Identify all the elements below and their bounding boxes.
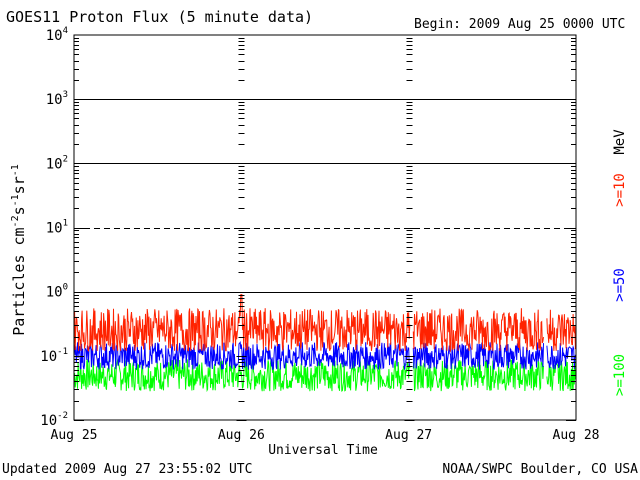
legend-unit: MeV xyxy=(612,129,628,155)
y-tick-label-3: 101 xyxy=(46,219,68,237)
y-tick-label-1: 10-1 xyxy=(40,347,68,365)
chart-title: GOES11 Proton Flux (5 minute data) xyxy=(6,8,313,26)
y-tick-label-0: 10-2 xyxy=(40,411,68,429)
x-tick-label-0: Aug 25 xyxy=(51,428,98,443)
y-tick-label-5: 103 xyxy=(46,90,68,108)
x-tick-label-2: Aug 27 xyxy=(385,428,432,443)
begin-time: Begin: 2009 Aug 25 0000 UTC xyxy=(414,17,625,32)
legend: MeV >=10 >=50 >=100 xyxy=(612,129,628,396)
y-axis-tick-labels: 10-2 10-1 100 101 102 103 104 xyxy=(40,26,68,429)
x-axis-tick-labels: Aug 25 Aug 26 Aug 27 Aug 28 xyxy=(51,428,600,443)
series-line-ge50 xyxy=(73,341,576,371)
y-axis-label: Particles cm-2s-1sr-1 xyxy=(10,164,28,336)
legend-ge50: >=50 xyxy=(612,268,628,302)
y-tick-label-6: 104 xyxy=(46,26,68,44)
legend-ge100: >=100 xyxy=(612,354,628,396)
svg-text:Particles cm-2s-1sr-1: Particles cm-2s-1sr-1 xyxy=(10,164,28,336)
updated-time: Updated 2009 Aug 27 23:55:02 UTC xyxy=(2,462,252,477)
plot-frame xyxy=(73,34,577,421)
x-axis-label: Universal Time xyxy=(268,443,378,458)
source-credit: NOAA/SWPC Boulder, CO USA xyxy=(442,462,638,477)
series-line-ge100 xyxy=(73,358,576,393)
series-line-ge10 xyxy=(73,294,576,353)
flux-series xyxy=(73,294,576,393)
y-tick-label-2: 100 xyxy=(46,283,68,301)
x-tick-label-3: Aug 28 xyxy=(553,428,600,443)
x-tick-label-1: Aug 26 xyxy=(218,428,265,443)
day-boundary-ticks xyxy=(236,38,415,421)
reference-lines xyxy=(74,99,576,293)
legend-ge10: >=10 xyxy=(612,173,628,207)
y-tick-label-4: 102 xyxy=(46,154,68,172)
